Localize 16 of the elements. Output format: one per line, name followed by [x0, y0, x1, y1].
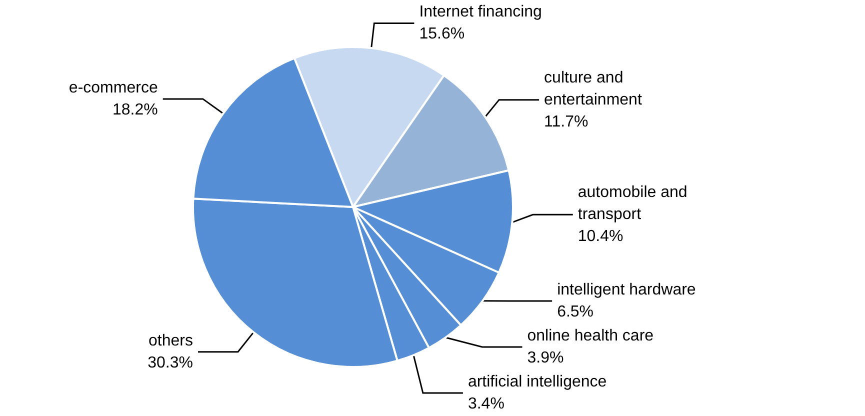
slice-label: Internet financing [419, 4, 542, 21]
data-label: 3.4% [468, 396, 504, 412]
slice-label: intelligent hardware [557, 282, 696, 298]
data-label: 18.2% [112, 101, 158, 118]
slice-label: artificial intelligence [468, 374, 607, 390]
slice-label: online health care [527, 328, 654, 344]
slice-label: e-commerce [68, 79, 158, 96]
slice-label: automobile and transport [578, 184, 692, 224]
data-label: 6.5% [557, 304, 594, 320]
data-label: 3.9% [527, 350, 564, 366]
slice-label: others [148, 332, 193, 350]
data-label: 11.7% [544, 113, 588, 130]
data-label: 15.6% [419, 26, 465, 43]
slice-label: culture and entertainment [544, 69, 642, 108]
data-label: 30.3% [148, 354, 193, 372]
data-label: 10.4% [578, 228, 624, 246]
